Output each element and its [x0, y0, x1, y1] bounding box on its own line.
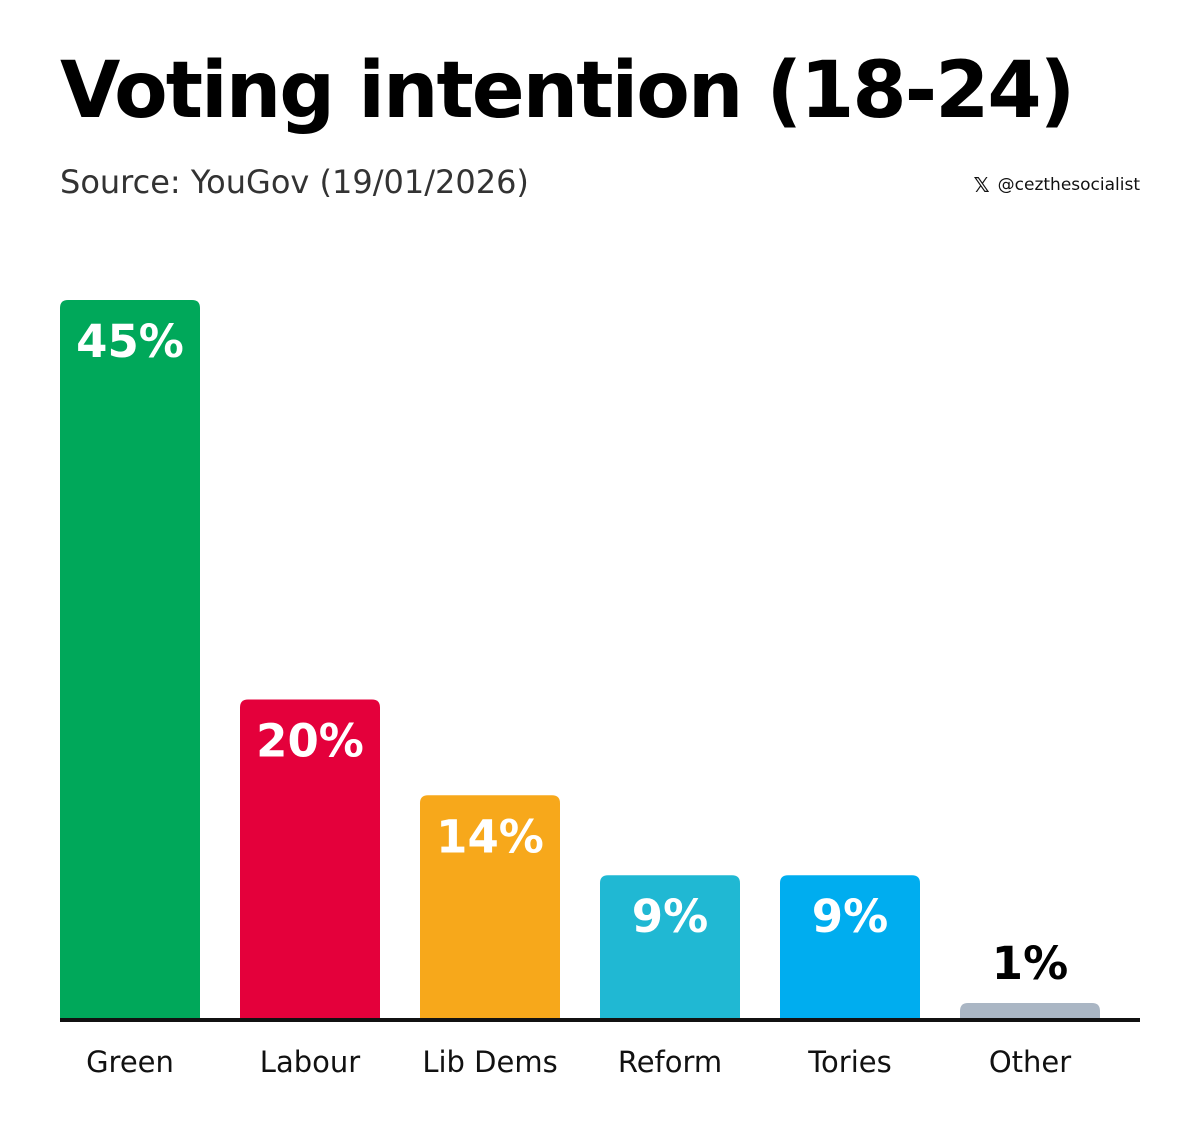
social-handle[interactable]: 𝕏 @cezthesocialist	[974, 175, 1140, 195]
chart-subtitle: Source: YouGov (19/01/2026)	[60, 163, 529, 201]
bar-labour	[240, 699, 380, 1019]
value-label: 1%	[992, 937, 1068, 990]
value-label: 45%	[76, 315, 184, 368]
category-label: Other	[989, 1045, 1071, 1079]
value-label: 14%	[436, 810, 544, 863]
bar-tories	[780, 875, 920, 1019]
baseline-axis	[60, 1018, 1140, 1022]
category-label: Labour	[260, 1045, 360, 1079]
value-label: 9%	[812, 890, 888, 943]
bar-green	[60, 300, 200, 1019]
value-label: 20%	[256, 714, 364, 767]
value-label: 9%	[632, 890, 708, 943]
bar-reform	[600, 875, 740, 1019]
bar-lib-dems	[420, 795, 560, 1019]
handle-text: @cezthesocialist	[997, 174, 1140, 195]
category-label: Reform	[618, 1045, 722, 1079]
category-label: Tories	[807, 1045, 891, 1079]
x-logo-icon: 𝕏	[973, 173, 990, 197]
chart-title: Voting intention (18-24)	[60, 46, 1075, 136]
category-label: Lib Dems	[422, 1045, 557, 1079]
bar-other	[960, 1003, 1100, 1019]
category-label: Green	[86, 1045, 174, 1079]
